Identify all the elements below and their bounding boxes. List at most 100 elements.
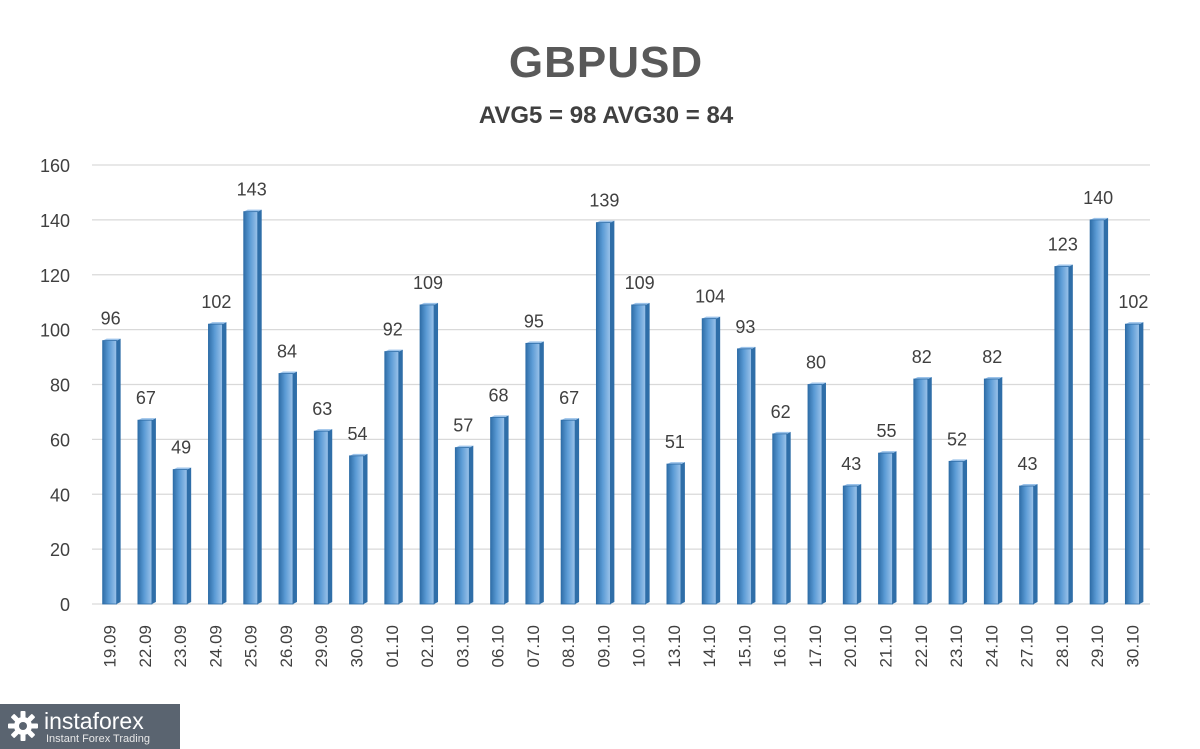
bar xyxy=(490,417,505,605)
gridlines xyxy=(92,164,1150,605)
data-label: 140 xyxy=(1083,188,1113,208)
bar-side xyxy=(575,418,580,604)
bar-group xyxy=(737,346,756,605)
data-label: 62 xyxy=(771,402,791,422)
chart-subtitle: AVG5 = 98 AVG30 = 84 xyxy=(478,102,734,129)
bar-side xyxy=(187,467,192,604)
bar-side xyxy=(328,429,333,604)
x-tick-label: 24.10 xyxy=(982,625,1001,668)
bar-side xyxy=(151,418,156,604)
bar xyxy=(1124,323,1140,605)
instaforex-logo: instaforex Instant Forex Trading xyxy=(0,704,180,749)
data-label: 95 xyxy=(524,311,544,331)
x-tick-label: 29.09 xyxy=(312,625,331,668)
bar-group xyxy=(1124,322,1144,605)
bar xyxy=(1089,219,1105,605)
bar-group xyxy=(631,302,650,605)
bar xyxy=(1019,485,1034,605)
y-tick-label: 60 xyxy=(50,430,70,450)
bar-top xyxy=(772,431,791,434)
data-label: 92 xyxy=(383,320,403,340)
x-tick-label: 21.10 xyxy=(877,625,896,668)
bar-side xyxy=(1068,264,1073,604)
bar-group xyxy=(1019,484,1038,605)
y-tick-label: 20 xyxy=(50,540,70,560)
x-tick-label: 20.10 xyxy=(841,625,860,668)
bar-top xyxy=(525,341,544,344)
bar-side xyxy=(1139,322,1144,604)
bar xyxy=(384,351,400,605)
bar-group xyxy=(419,302,439,605)
bar-side xyxy=(292,371,297,604)
data-label: 93 xyxy=(735,317,755,337)
bar-side xyxy=(1104,217,1109,604)
bar-top xyxy=(455,445,474,448)
bar-top xyxy=(137,418,156,421)
bars xyxy=(102,209,1144,605)
x-tick-label: 28.10 xyxy=(1053,625,1072,668)
bar xyxy=(631,304,647,605)
bar-group xyxy=(243,209,262,605)
bar xyxy=(172,469,188,605)
data-label: 82 xyxy=(982,347,1002,367)
data-label: 54 xyxy=(347,424,367,444)
data-label: 43 xyxy=(841,454,861,474)
bar-top xyxy=(807,382,826,385)
x-tick-label: 22.10 xyxy=(912,625,931,668)
bar xyxy=(525,342,541,605)
x-tick-label: 27.10 xyxy=(1018,625,1037,668)
bar-top xyxy=(561,418,580,421)
bar-top xyxy=(420,302,439,305)
bar-group xyxy=(384,349,403,605)
bar xyxy=(666,463,682,605)
x-tick-label: 26.09 xyxy=(277,625,296,668)
bar xyxy=(842,485,858,605)
bar xyxy=(137,419,153,605)
bar-group xyxy=(701,316,721,605)
bar xyxy=(913,378,929,605)
x-tick-label: 19.09 xyxy=(101,625,120,668)
data-label: 143 xyxy=(237,180,267,200)
x-tick-label: 22.09 xyxy=(136,625,155,668)
bar-top xyxy=(349,453,368,456)
data-label: 104 xyxy=(695,287,725,307)
bar-top xyxy=(843,484,862,487)
x-tick-label: 30.09 xyxy=(348,625,367,668)
bar-side xyxy=(716,316,721,604)
bar-group xyxy=(913,377,932,605)
bar-group xyxy=(842,484,862,605)
bar-top xyxy=(596,220,615,223)
bar-group xyxy=(948,459,968,605)
bar-side xyxy=(963,459,968,604)
bar-side xyxy=(434,302,439,604)
bar-group xyxy=(560,418,580,605)
bar-top xyxy=(1054,264,1073,267)
y-tick-label: 0 xyxy=(60,595,70,615)
data-label: 55 xyxy=(876,421,896,441)
bar-top xyxy=(737,346,756,349)
bar xyxy=(560,419,576,605)
data-label: 63 xyxy=(312,399,332,419)
bar xyxy=(595,222,611,605)
bar-group xyxy=(313,429,333,605)
bar-group xyxy=(666,462,685,605)
bar-group xyxy=(172,467,192,605)
bar xyxy=(948,460,964,605)
x-tick-label: 25.09 xyxy=(242,625,261,668)
bar-group xyxy=(595,220,615,605)
bar-top xyxy=(631,302,650,305)
data-label: 43 xyxy=(1018,454,1038,474)
y-tick-label: 80 xyxy=(50,376,70,396)
bar-group xyxy=(772,431,791,605)
bar xyxy=(737,348,752,605)
x-tick-label: 29.10 xyxy=(1088,625,1107,668)
x-tick-label: 16.10 xyxy=(771,625,790,668)
bar-side xyxy=(821,382,826,604)
bar xyxy=(102,340,118,605)
y-tick-label: 140 xyxy=(40,211,70,231)
bar xyxy=(208,323,223,605)
bar xyxy=(454,447,470,605)
y-tick-label: 100 xyxy=(40,321,70,341)
bar-side xyxy=(927,377,932,604)
